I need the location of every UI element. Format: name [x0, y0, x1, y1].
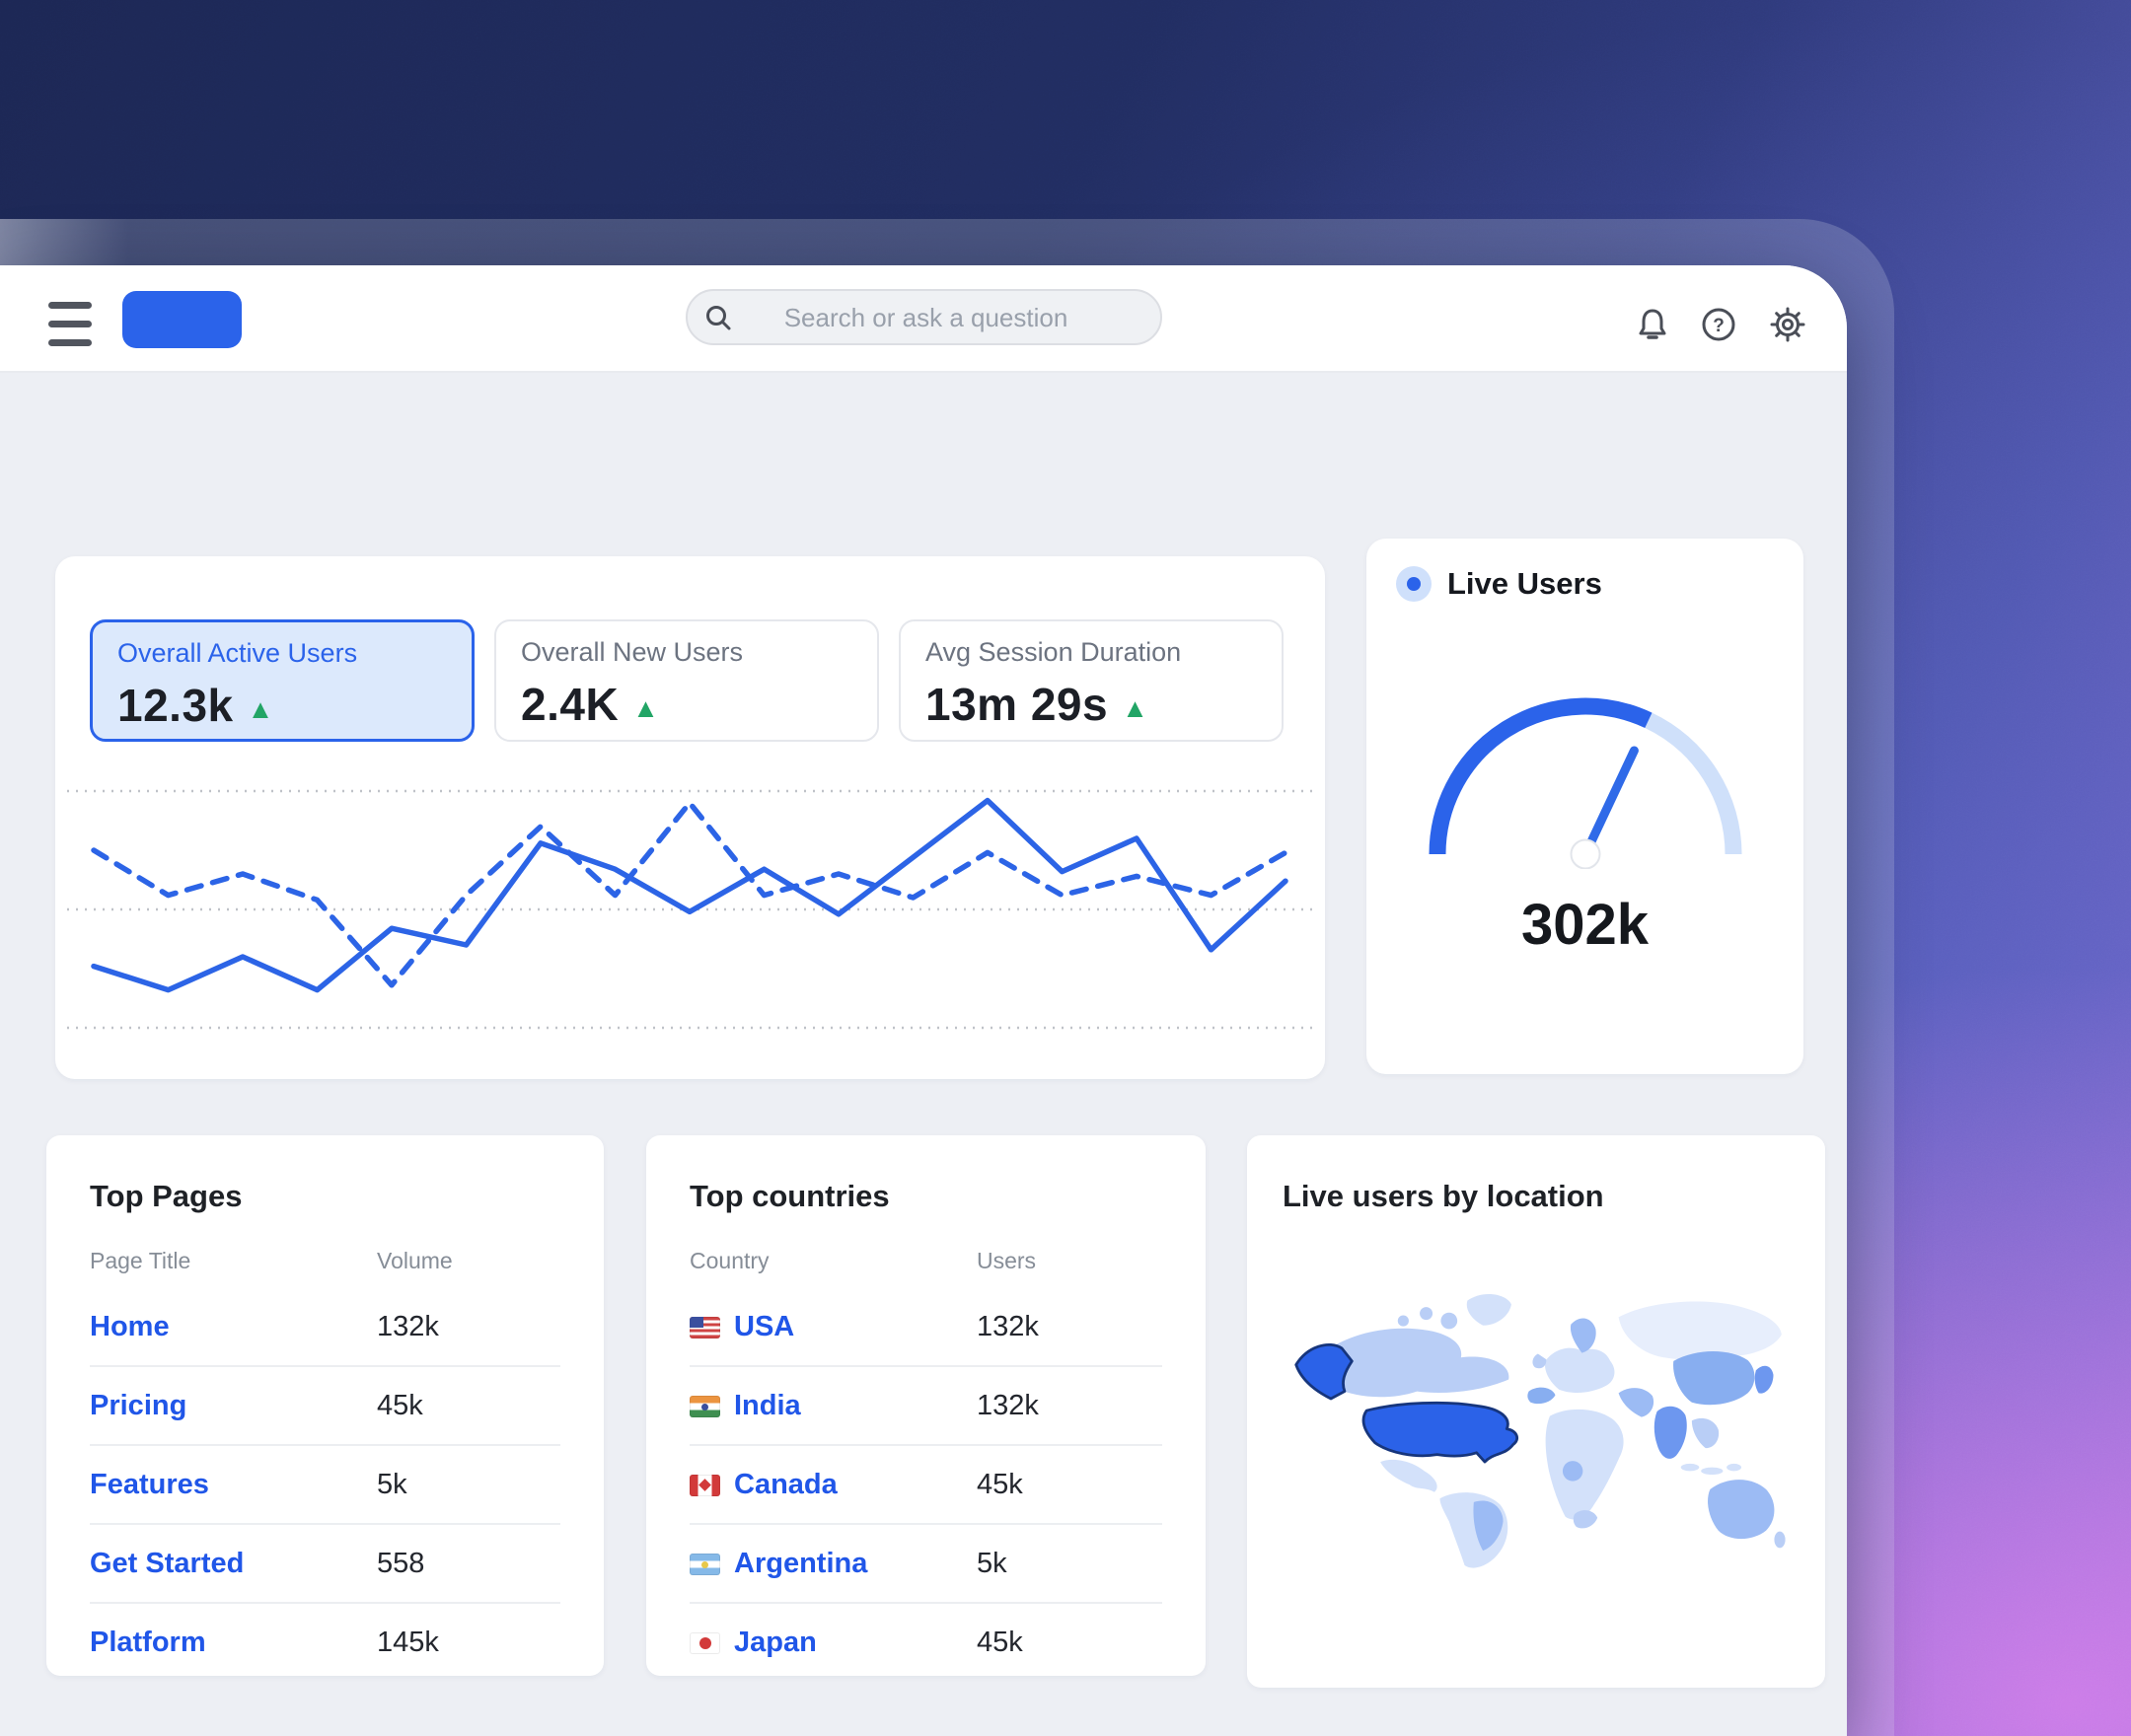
page-link[interactable]: Features: [90, 1468, 209, 1500]
india-flag-icon: [690, 1395, 720, 1417]
table-row: Canada 45k: [690, 1444, 1162, 1523]
hamburger-menu-icon[interactable]: [48, 302, 92, 346]
country-users: 132k: [977, 1389, 1039, 1421]
trend-line-previous: [91, 800, 1288, 988]
country-link[interactable]: Canada: [734, 1468, 838, 1500]
page-volume: 5k: [377, 1468, 407, 1500]
country-link[interactable]: Argentina: [734, 1547, 868, 1579]
notification-bell-icon[interactable]: [1633, 305, 1672, 344]
table-row: India 132k: [690, 1365, 1162, 1444]
table-row: USA 132k: [690, 1288, 1162, 1365]
page-volume: 558: [377, 1547, 425, 1579]
live-users-panel: Live Users 302k: [1366, 539, 1803, 1074]
table-row: Argentina 5k: [690, 1523, 1162, 1602]
page-link[interactable]: Pricing: [90, 1389, 187, 1421]
search-bar[interactable]: [686, 289, 1164, 345]
table-body: Home 132k Pricing 45k Features 5k Get St…: [90, 1288, 560, 1681]
live-users-legend: Live Users: [1396, 566, 1602, 602]
table-row: Japan 45k: [690, 1602, 1162, 1681]
table-header: Page Title Volume: [90, 1248, 560, 1274]
canada-flag-icon: [690, 1474, 720, 1496]
column-header-volume: Volume: [377, 1248, 453, 1273]
gauge-needle: [1580, 746, 1639, 859]
table-row: Features 5k: [90, 1444, 560, 1523]
country-link[interactable]: Japan: [734, 1626, 817, 1658]
world-map: [1294, 1294, 1786, 1568]
page-link[interactable]: Platform: [90, 1626, 206, 1658]
metric-value: 12.3k ▲: [117, 680, 274, 731]
metric-value: 2.4K ▲: [521, 679, 660, 730]
page-volume: 45k: [377, 1389, 423, 1421]
gauge-hub: [1570, 838, 1601, 869]
active-users-trend-chart: [67, 789, 1313, 1030]
country-users: 45k: [977, 1468, 1023, 1500]
country-users: 5k: [977, 1547, 1007, 1579]
country-link[interactable]: India: [734, 1389, 801, 1421]
page-volume: 145k: [377, 1626, 439, 1658]
table-row: Platform 145k: [90, 1602, 560, 1681]
metric-label: Overall New Users: [521, 637, 744, 667]
trend-line-current: [91, 797, 1288, 993]
dashboard-main: Overall Active Users 12.3k ▲ Overall New …: [0, 373, 1847, 1736]
page-link[interactable]: Get Started: [90, 1547, 245, 1579]
card-title: Live users by location: [1283, 1179, 1604, 1213]
table-row: Home 132k: [90, 1288, 560, 1365]
card-title: Top Pages: [90, 1179, 243, 1213]
country-link[interactable]: USA: [734, 1310, 795, 1342]
table-body: USA 132k India 132k Canada 45k Argentina…: [690, 1288, 1162, 1681]
live-users-gauge: [1429, 697, 1742, 869]
column-header-page-title: Page Title: [90, 1248, 191, 1273]
brand-logo[interactable]: [122, 291, 242, 348]
country-users: 132k: [977, 1310, 1039, 1342]
top-pages-card: Top Pages Page Title Volume Home 132k Pr…: [46, 1135, 604, 1676]
live-users-by-location-card: Live users by location: [1247, 1135, 1825, 1688]
trend-up-icon: ▲: [1122, 693, 1149, 723]
table-row: Get Started 558: [90, 1523, 560, 1602]
legend-label: Live Users: [1447, 566, 1602, 601]
table-row: Pricing 45k: [90, 1365, 560, 1444]
country-users: 45k: [977, 1626, 1023, 1658]
trend-up-icon: ▲: [632, 693, 660, 723]
japan-flag-icon: [690, 1631, 720, 1654]
help-icon[interactable]: ?: [1699, 305, 1738, 344]
column-header-country: Country: [690, 1248, 770, 1273]
settings-gear-icon[interactable]: [1768, 305, 1807, 344]
top-countries-card: Top countries Country Users USA 132k Ind…: [646, 1135, 1206, 1676]
app-window: ? Overall Active Users 12: [0, 265, 1847, 1736]
usa-flag-icon: [690, 1316, 720, 1338]
metric-card-overall-active-users[interactable]: Overall Active Users 12.3k ▲: [90, 619, 475, 742]
overview-chart-panel: Overall Active Users 12.3k ▲ Overall New …: [55, 556, 1325, 1079]
search-input[interactable]: [688, 291, 1164, 345]
metric-label: Overall Active Users: [117, 638, 358, 668]
metric-card-overall-new-users[interactable]: Overall New Users 2.4K ▲: [494, 619, 879, 742]
metric-card-avg-session-duration[interactable]: Avg Session Duration 13m 29s ▲: [899, 619, 1284, 742]
metric-value: 13m 29s ▲: [925, 679, 1149, 730]
column-header-users: Users: [977, 1248, 1037, 1273]
card-title: Top countries: [690, 1179, 890, 1213]
table-header: Country Users: [690, 1248, 1162, 1274]
argentina-flag-icon: [690, 1553, 720, 1575]
page-volume: 132k: [377, 1310, 439, 1342]
legend-dot-icon: [1396, 566, 1432, 602]
page-link[interactable]: Home: [90, 1310, 170, 1342]
app-header: ?: [0, 265, 1847, 373]
svg-text:?: ?: [1713, 316, 1725, 336]
trend-up-icon: ▲: [247, 694, 274, 724]
metric-label: Avg Session Duration: [925, 637, 1182, 667]
live-users-value: 302k: [1520, 893, 1650, 957]
